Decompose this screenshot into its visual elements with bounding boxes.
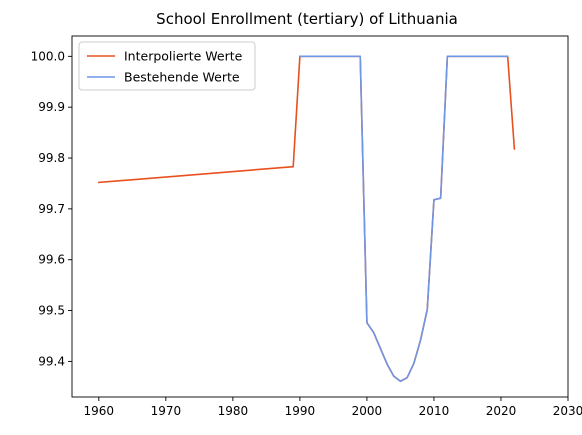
x-tick-label: 1960 [84,404,115,418]
axes-frame [71,35,569,398]
y-tick-label: 99.9 [38,100,65,114]
y-tick-label: 100.0 [31,49,65,63]
x-tick-label: 1980 [218,404,249,418]
y-tick-label: 99.4 [38,354,65,368]
x-tick-label: 1990 [285,404,316,418]
chart-title: School Enrollment (tertiary) of Lithuani… [156,10,458,28]
plot-area [97,55,516,383]
x-tick-label: 2020 [486,404,517,418]
y-tick-label: 99.6 [38,253,65,267]
x-tick-label: 2030 [553,404,582,418]
legend: Interpolierte Werte Bestehende Werte [78,41,256,91]
axes: 1960 1970 1980 1990 2000 2010 2020 2030 99.4 99.5… [31,35,582,418]
x-tick-label: 2010 [419,404,450,418]
legend-label-1: Bestehende Werte [124,70,240,85]
legend-label-0: Interpolierte Werte [124,49,243,64]
x-tick-label: 2000 [352,404,383,418]
y-tick-label: 99.5 [38,304,65,318]
series-line-1 [299,55,509,383]
legend-box [78,41,256,91]
x-tick-label: 1970 [151,404,182,418]
y-tick-label: 99.7 [38,202,65,216]
y-tick-label: 99.8 [38,151,65,165]
